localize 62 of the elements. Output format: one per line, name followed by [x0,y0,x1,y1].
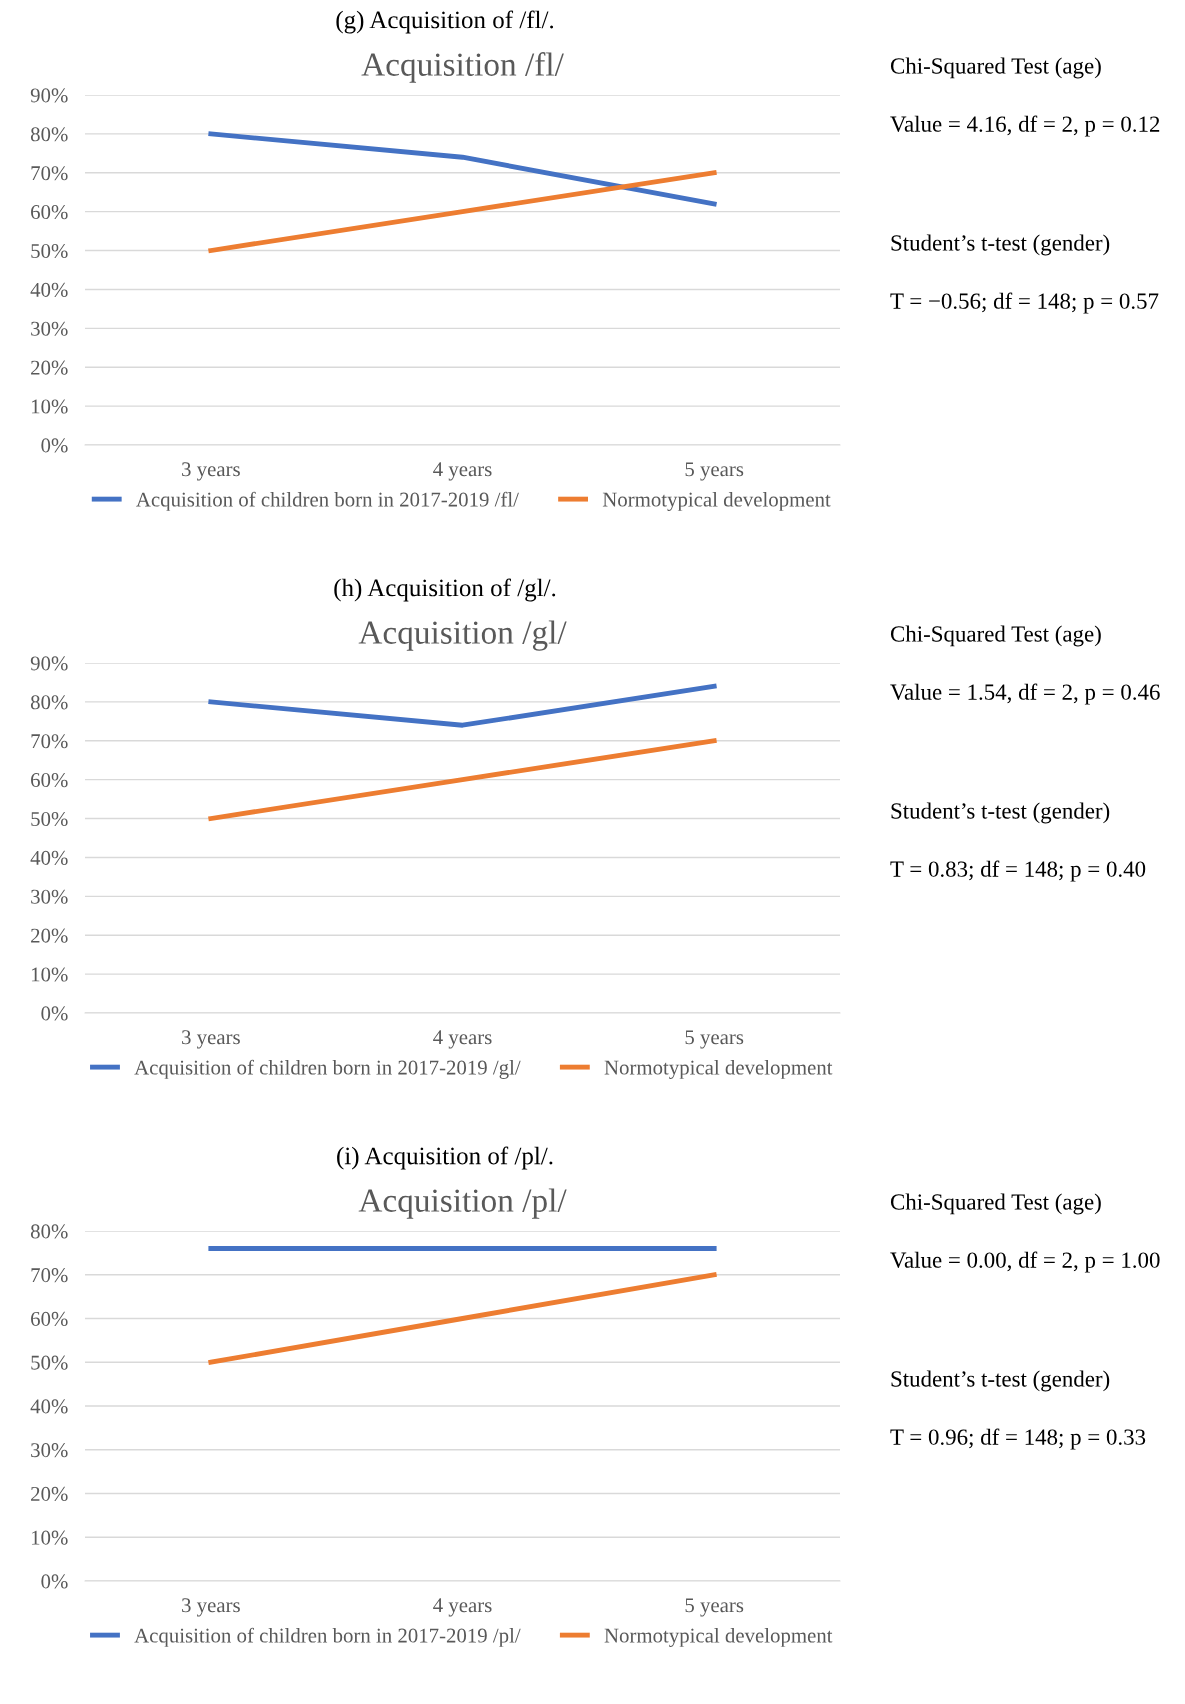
text: Chi-Squared Test (age) [890,57,1101,79]
x-tick-label: 3 years [182,462,240,481]
y-tick-label: 10% [31,399,68,414]
y-tick-label: 90% [30,88,68,103]
y-tick-label: 60% [31,773,68,788]
text: Student’s t-test (gender) [891,802,1110,824]
y-tick-label: 90% [30,656,68,671]
x-tick-label: 5 years [685,1598,744,1617]
text: Student’s t-test (gender) [891,234,1110,256]
text: Value = 0.00, df = 2, p = 1.00 [890,1251,1160,1273]
text: Value = 1.54, df = 2, p = 0.46 [890,683,1160,705]
legend-label: Acquisition of children born in 2017-2019 /pl/ [134,1627,521,1647]
legend-label: Acquisition of children born in 2017-2019 /gl/ [134,1059,521,1079]
text: Chi-Squared Test (age) [890,1193,1101,1215]
x-tick-label: 4 years [433,462,492,481]
y-tick-label: 40% [30,282,68,297]
text: T = 0.83; df = 148; p = 0.40 [890,860,1146,882]
y-tick-label: 80% [30,695,68,710]
x-tick-label: 4 years [433,1030,492,1049]
chart-subtitle: (g) Acquisition of /fl/. [336,10,554,34]
chart-title: Acquisition /pl/ [358,1188,567,1219]
y-tick-label: 10% [31,1530,68,1545]
y-tick-label: 20% [31,360,68,375]
y-tick-label: 10% [31,967,68,982]
text: Value = 4.16, df = 2, p = 0.12 [890,115,1160,137]
y-tick-label: 40% [30,1399,68,1414]
chart-subtitle: (h) Acquisition of /gl/. [334,578,556,602]
x-tick-label: 4 years [433,1598,492,1617]
y-tick-label: 30% [31,889,68,904]
text: T = −0.56; df = 148; p = 0.57 [890,292,1159,314]
y-tick-label: 80% [30,1224,68,1239]
y-tick-label: 50% [31,243,68,259]
chart-title: Acquisition /fl/ [361,52,564,83]
y-tick-label: 70% [31,1268,68,1283]
text: Chi-Squared Test (age) [890,625,1101,647]
y-tick-label: 50% [31,811,68,827]
chart-subtitle: (i) Acquisition of /pl/. [337,1146,553,1170]
y-tick-label: 30% [31,1443,68,1458]
y-tick-label: 70% [31,166,68,181]
y-tick-label: 0% [41,1006,68,1021]
y-tick-label: 30% [31,321,68,336]
chart-title: Acquisition /gl/ [358,620,567,651]
x-tick-label: 5 years [685,462,744,481]
legend-label: Normotypical development [604,1627,833,1647]
y-tick-label: 40% [30,850,68,865]
legend-label: Acquisition of children born in 2017-2019 /fl/ [136,491,519,511]
legend-label: Normotypical development [604,1059,833,1079]
x-tick-label: 3 years [182,1030,240,1049]
x-tick-label: 3 years [182,1598,240,1617]
y-tick-label: 0% [41,1574,68,1589]
y-tick-label: 60% [31,205,68,220]
y-tick-label: 20% [31,928,68,943]
legend-label: Normotypical development [602,491,831,511]
y-tick-label: 0% [41,438,68,453]
y-tick-label: 20% [31,1486,68,1501]
text: Student’s t-test (gender) [891,1370,1110,1392]
y-tick-label: 80% [30,127,68,142]
y-tick-label: 50% [31,1355,68,1370]
text: T = 0.96; df = 148; p = 0.33 [890,1428,1146,1450]
x-tick-label: 5 years [685,1030,744,1049]
y-tick-label: 60% [31,1311,68,1326]
y-tick-label: 70% [31,734,68,749]
